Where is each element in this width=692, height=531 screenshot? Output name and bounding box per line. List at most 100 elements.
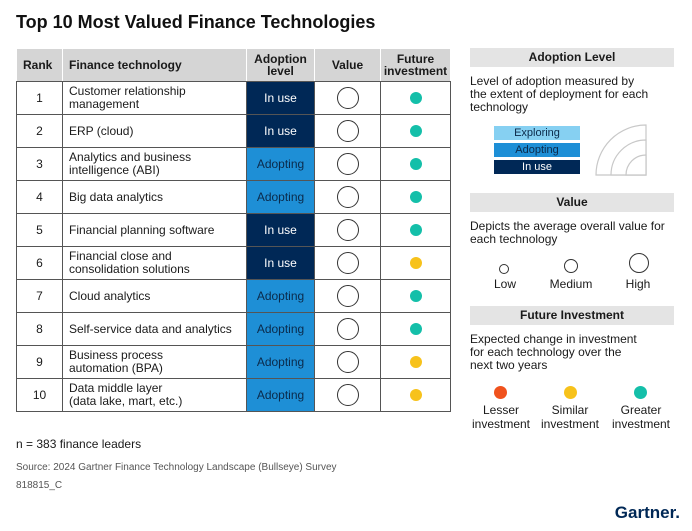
lesser-investment-label: Lesser investment <box>471 403 531 431</box>
header-value: Value <box>314 48 381 82</box>
future-investment-cell <box>380 378 451 412</box>
value-high-icon <box>336 87 359 109</box>
technology-cell: Self-service data and analytics <box>62 312 247 346</box>
value-medium-icon <box>564 259 578 273</box>
rank-cell: 3 <box>16 147 63 181</box>
rank-cell: 5 <box>16 213 63 247</box>
table-header-row: Rank Finance technology Adoption level Va… <box>16 48 451 82</box>
future-investment-cell <box>380 279 451 313</box>
header-future: Future investment <box>380 48 451 82</box>
adoption-level-cell: Adopting <box>246 378 315 412</box>
value-high-icon <box>336 252 359 274</box>
value-cell <box>314 378 381 412</box>
adoption-level-cell: In use <box>246 81 315 115</box>
header-adoption: Adoption level <box>246 48 315 82</box>
value-cell <box>314 114 381 148</box>
table-row: 8 Self-service data and analytics Adopting <box>16 312 451 346</box>
sample-size-note: n = 383 finance leaders <box>16 437 142 451</box>
technology-cell: ERP (cloud) <box>62 114 247 148</box>
rank-cell: 8 <box>16 312 63 346</box>
value-cell <box>314 213 381 247</box>
greater-investment-dot-icon <box>409 290 422 303</box>
similar-investment-dot-icon <box>564 386 577 399</box>
value-high-icon <box>336 219 359 241</box>
adoption-level-cell: In use <box>246 114 315 148</box>
technology-cell: Data middle layer (data lake, mart, etc.) <box>62 378 247 412</box>
value-high-icon <box>336 351 359 373</box>
page-title: Top 10 Most Valued Finance Technologies <box>16 12 376 32</box>
technology-table: Rank Finance technology Adoption level Va… <box>16 48 451 412</box>
value-high-icon <box>336 318 359 340</box>
adoption-level-cell: Adopting <box>246 345 315 379</box>
table-row: 7 Cloud analytics Adopting <box>16 279 451 313</box>
source-note: Source: 2024 Gartner Finance Technology … <box>16 462 337 473</box>
value-high-icon <box>336 186 359 208</box>
technology-cell: Customer relationship management <box>62 81 247 115</box>
greater-investment-dot-icon <box>409 158 422 171</box>
adoption-level-cell: Adopting <box>246 147 315 181</box>
bullseye-quadrant-icon <box>595 124 647 176</box>
adoption-legend: Adoption Level Level of adoption measure… <box>470 48 674 178</box>
legend-exploring: Exploring <box>494 126 580 140</box>
technology-cell: Cloud analytics <box>62 279 247 313</box>
greater-investment-dot-icon <box>409 323 422 336</box>
rank-cell: 1 <box>16 81 63 115</box>
value-cell <box>314 312 381 346</box>
header-technology: Finance technology <box>62 48 247 82</box>
value-legend: Value Depicts the average overall value … <box>470 193 674 293</box>
greater-investment-dot-icon <box>409 191 422 204</box>
rank-cell: 4 <box>16 180 63 214</box>
value-cell <box>314 246 381 280</box>
table-row: 1 Customer relationship management In use <box>16 81 451 115</box>
future-investment-cell <box>380 345 451 379</box>
greater-investment-label: Greater investment <box>611 403 671 431</box>
greater-investment-dot-icon <box>634 386 647 399</box>
greater-investment-dot-icon <box>409 125 422 138</box>
table-row: 3 Analytics and business intelligence (ABI… <box>16 147 451 181</box>
adoption-legend-title: Adoption Level <box>470 48 674 67</box>
rank-cell: 10 <box>16 378 63 412</box>
future-legend-desc: Expected change in investment for each t… <box>470 332 637 372</box>
value-medium-label: Medium <box>549 277 593 291</box>
future-investment-cell <box>380 147 451 181</box>
similar-investment-dot-icon <box>409 257 422 270</box>
value-legend-desc: Depicts the average overall value for ea… <box>470 219 665 246</box>
future-investment-cell <box>380 312 451 346</box>
technology-cell: Analytics and business intelligence (ABI) <box>62 147 247 181</box>
table-row: 5 Financial planning software In use <box>16 213 451 247</box>
value-high-label: High <box>625 277 651 291</box>
technology-cell: Business process automation (BPA) <box>62 345 247 379</box>
value-high-icon <box>336 384 359 406</box>
value-cell <box>314 279 381 313</box>
table-row: 6 Financial close and consolidation soluti… <box>16 246 451 280</box>
future-legend: Future Investment Expected change in inv… <box>470 306 674 431</box>
value-cell <box>314 147 381 181</box>
legend-in-use: In use <box>494 160 580 174</box>
value-legend-title: Value <box>470 193 674 212</box>
rank-cell: 6 <box>16 246 63 280</box>
technology-cell: Big data analytics <box>62 180 247 214</box>
future-investment-cell <box>380 213 451 247</box>
similar-investment-label: Similar investment <box>540 403 600 431</box>
greater-investment-dot-icon <box>409 224 422 237</box>
value-low-icon <box>499 264 509 274</box>
table-row: 2 ERP (cloud) In use <box>16 114 451 148</box>
value-cell <box>314 180 381 214</box>
similar-investment-dot-icon <box>409 389 422 402</box>
rank-cell: 2 <box>16 114 63 148</box>
adoption-level-cell: Adopting <box>246 180 315 214</box>
adoption-level-cell: Adopting <box>246 279 315 313</box>
value-high-icon <box>336 153 359 175</box>
table-row: 10 Data middle layer (data lake, mart, etc… <box>16 378 451 412</box>
future-investment-cell <box>380 246 451 280</box>
gartner-logo: Gartner. <box>614 503 680 522</box>
lesser-investment-dot-icon <box>494 386 507 399</box>
rank-cell: 9 <box>16 345 63 379</box>
table-row: 4 Big data analytics Adopting <box>16 180 451 214</box>
technology-cell: Financial planning software <box>62 213 247 247</box>
adoption-level-cell: In use <box>246 246 315 280</box>
table-row: 9 Business process automation (BPA) Adoptin… <box>16 345 451 379</box>
greater-investment-dot-icon <box>409 92 422 105</box>
technology-cell: Financial close and consolidation solutio… <box>62 246 247 280</box>
value-high-icon <box>336 120 359 142</box>
